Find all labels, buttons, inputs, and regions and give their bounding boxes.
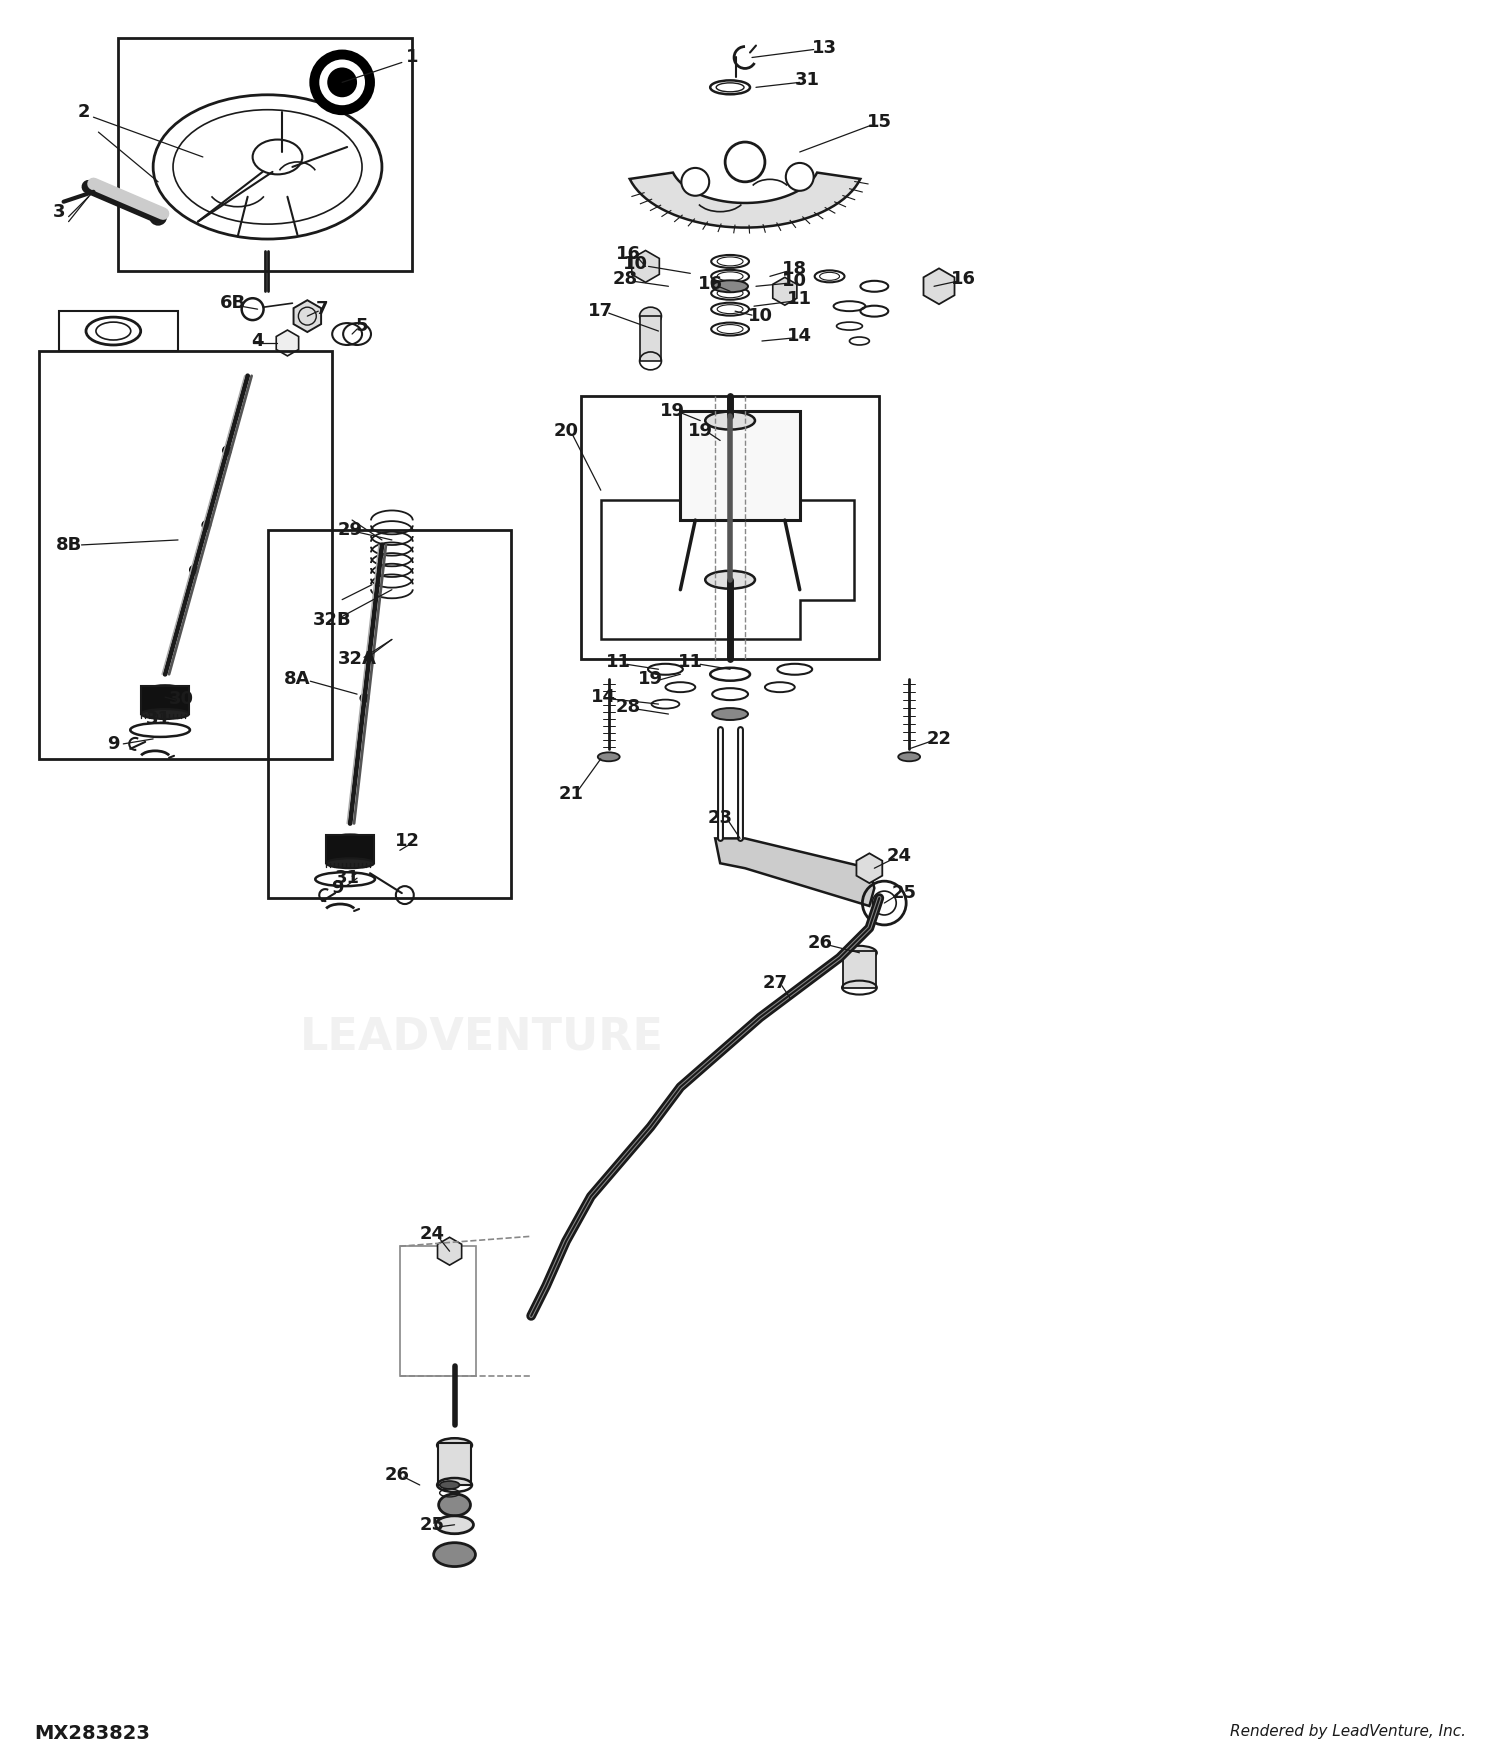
Text: 28: 28: [614, 270, 638, 289]
Text: 16: 16: [951, 270, 976, 289]
Polygon shape: [438, 1444, 471, 1486]
Ellipse shape: [712, 709, 748, 719]
Polygon shape: [681, 411, 800, 520]
Ellipse shape: [326, 858, 374, 868]
Ellipse shape: [898, 752, 920, 761]
Circle shape: [190, 565, 198, 574]
Ellipse shape: [141, 709, 189, 719]
Text: 30: 30: [168, 690, 194, 709]
Circle shape: [724, 142, 765, 182]
Circle shape: [786, 163, 813, 191]
Text: 19: 19: [638, 670, 663, 688]
Text: 24: 24: [886, 847, 912, 864]
Ellipse shape: [639, 308, 662, 326]
Ellipse shape: [440, 1480, 459, 1489]
Text: Rendered by LeadVenture, Inc.: Rendered by LeadVenture, Inc.: [1230, 1724, 1466, 1740]
Text: 9: 9: [106, 735, 120, 752]
Ellipse shape: [842, 945, 878, 959]
Text: 31: 31: [795, 72, 820, 89]
Circle shape: [202, 522, 210, 528]
Text: 7: 7: [316, 301, 328, 318]
Text: 18: 18: [782, 261, 807, 278]
Text: 27: 27: [762, 973, 788, 992]
Text: 5: 5: [356, 317, 369, 334]
Text: 16: 16: [616, 245, 640, 264]
Text: 3: 3: [53, 203, 64, 220]
Polygon shape: [326, 835, 374, 863]
Circle shape: [150, 208, 166, 224]
Ellipse shape: [436, 1438, 472, 1452]
Ellipse shape: [712, 280, 748, 292]
Text: 15: 15: [867, 114, 892, 131]
Text: 12: 12: [396, 833, 420, 850]
Text: 26: 26: [384, 1466, 410, 1484]
Text: 25: 25: [419, 1516, 444, 1533]
Circle shape: [321, 61, 364, 105]
Text: 14: 14: [788, 327, 812, 345]
Text: 10: 10: [747, 308, 772, 326]
Text: 32A: 32A: [338, 651, 376, 668]
Polygon shape: [716, 838, 874, 906]
Text: 24: 24: [419, 1225, 444, 1242]
Text: 21: 21: [558, 784, 584, 803]
Text: 23: 23: [708, 810, 732, 828]
Text: 2: 2: [78, 103, 90, 121]
Ellipse shape: [438, 1494, 471, 1516]
Ellipse shape: [705, 570, 754, 588]
Ellipse shape: [326, 835, 374, 852]
Text: 28: 28: [616, 698, 640, 716]
Text: 19: 19: [660, 402, 686, 420]
Text: 8A: 8A: [284, 670, 310, 688]
Circle shape: [328, 68, 356, 96]
Text: 31: 31: [334, 870, 360, 887]
Text: 11: 11: [606, 653, 631, 672]
Ellipse shape: [433, 1544, 476, 1566]
Text: 10: 10: [783, 273, 807, 290]
Ellipse shape: [705, 411, 754, 429]
Text: 20: 20: [554, 422, 579, 439]
Text: 16: 16: [698, 275, 723, 294]
Ellipse shape: [141, 686, 189, 704]
Text: 9: 9: [332, 878, 344, 898]
Text: 25: 25: [891, 884, 916, 901]
Circle shape: [224, 446, 231, 455]
Text: 26: 26: [807, 934, 832, 952]
Polygon shape: [630, 173, 861, 228]
Polygon shape: [639, 317, 662, 360]
Circle shape: [310, 51, 374, 114]
Ellipse shape: [435, 1516, 474, 1533]
Text: 29: 29: [338, 522, 363, 539]
Text: LEADVENTURE: LEADVENTURE: [300, 1015, 663, 1059]
Polygon shape: [843, 950, 876, 987]
Text: MX283823: MX283823: [34, 1724, 150, 1743]
Circle shape: [681, 168, 710, 196]
Text: 13: 13: [812, 38, 837, 56]
Text: 4: 4: [252, 332, 264, 350]
Ellipse shape: [598, 752, 619, 761]
Text: 11: 11: [788, 290, 812, 308]
Circle shape: [360, 695, 369, 702]
Text: 14: 14: [591, 688, 616, 707]
Text: 32B: 32B: [314, 611, 351, 628]
Text: 19: 19: [688, 422, 712, 439]
Text: 1: 1: [405, 49, 418, 66]
Polygon shape: [141, 686, 189, 714]
Text: 22: 22: [927, 730, 951, 747]
Text: 17: 17: [588, 303, 613, 320]
Text: 10: 10: [622, 255, 648, 273]
Text: 8B: 8B: [56, 536, 81, 555]
Text: 6B: 6B: [219, 294, 246, 311]
Text: 31: 31: [146, 710, 171, 728]
Text: 11: 11: [678, 653, 703, 672]
